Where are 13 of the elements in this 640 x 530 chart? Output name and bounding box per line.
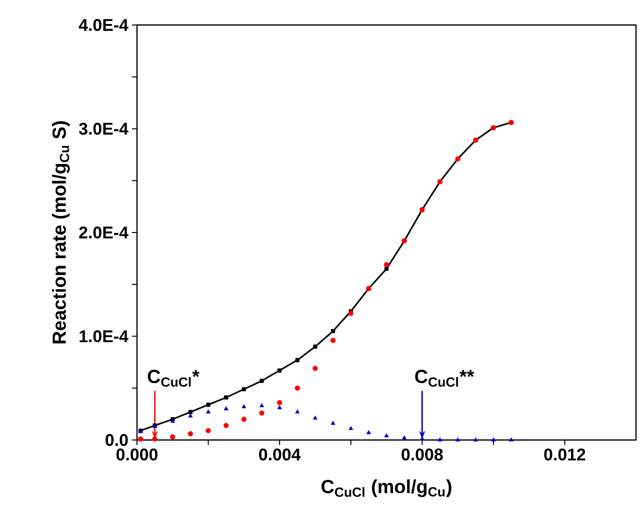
y-tick-label: 3.0E-4 bbox=[78, 122, 128, 135]
x-tick-label: 0.004 bbox=[259, 448, 301, 461]
y-axis-title: Reaction rate (mol/g$_{Cu}$ S) bbox=[52, 121, 70, 344]
x-tick-label: 0.012 bbox=[544, 448, 586, 461]
y-tick-label: 2.0E-4 bbox=[79, 226, 128, 238]
y-tick-label: 0.0 bbox=[106, 434, 128, 446]
annotation: C$_{CuCl}$** bbox=[415, 370, 474, 387]
x-tick-label: 0.008 bbox=[402, 448, 443, 461]
x-axis-title: C$_{CuCl}$ (mol/g$_{Cu}$) bbox=[321, 479, 452, 498]
y-tick-label: 1.0E-4 bbox=[80, 330, 128, 342]
x-tick-label: 0.000 bbox=[116, 448, 158, 461]
y-tick-label: 4.0E-4 bbox=[78, 19, 128, 31]
annotation: C$_{CuCl}$* bbox=[148, 370, 200, 387]
